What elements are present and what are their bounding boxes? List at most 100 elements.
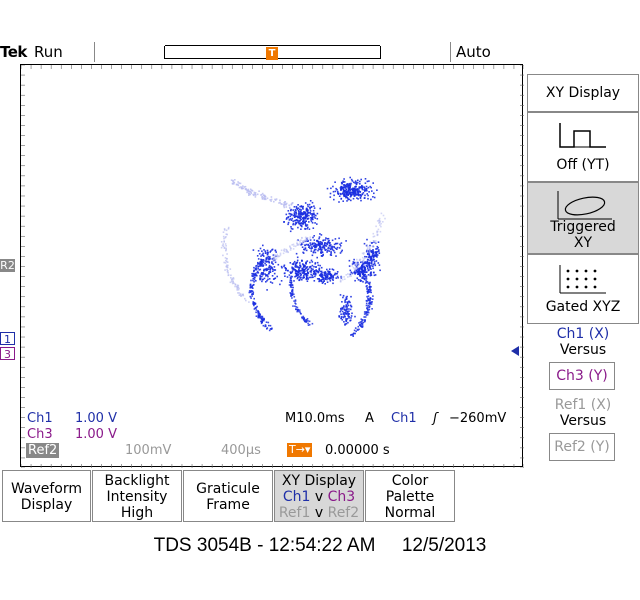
trace-point [339, 245, 342, 247]
trace-point [279, 252, 282, 255]
trace-point [324, 242, 327, 244]
xy-display-button[interactable]: XY Display Ch1 v Ch3 Ref1 v Ref2 [274, 470, 364, 522]
trace-point [335, 255, 337, 257]
trace-point [255, 268, 258, 271]
trace-point [224, 236, 227, 239]
trace-point [336, 271, 339, 273]
trace-point [223, 228, 226, 230]
trace-point [373, 261, 376, 263]
ch1-ground-marker: 1 [0, 332, 15, 346]
trace-point [360, 199, 362, 202]
graticule-display: Ch1 1.00 V Ch3 1.00 V Ref2 100mV 400µs M… [20, 64, 524, 468]
trace-point [302, 264, 305, 266]
trace-point [369, 185, 371, 188]
ch3-y-button[interactable]: Ch3 (Y) [549, 362, 615, 390]
trace-point [265, 264, 267, 266]
trace-point [346, 200, 348, 202]
trace-point [371, 259, 374, 262]
trace-point [329, 273, 332, 275]
waveform-display-button[interactable]: Waveform Display [2, 470, 91, 522]
backlight-label-3: High [120, 505, 154, 521]
trace-point [346, 192, 349, 194]
trace-point [267, 321, 270, 324]
trace-point [255, 309, 258, 311]
graticule-button[interactable]: Graticule Frame [183, 470, 273, 522]
trace-point [296, 261, 299, 264]
trace-point [357, 181, 359, 184]
trace-point [238, 182, 240, 184]
trace-point [376, 233, 379, 236]
trace-point [364, 276, 366, 278]
trace-point [373, 245, 375, 248]
trace-point [349, 269, 352, 272]
trace-point [316, 212, 319, 215]
trace-point [312, 227, 315, 229]
trace-point [298, 276, 300, 278]
trace-point [302, 316, 305, 319]
trace-point [268, 266, 270, 268]
trace-point [327, 247, 329, 250]
trace-point [323, 247, 326, 250]
trace-point [318, 274, 321, 276]
trace-point [307, 209, 309, 211]
ref2-y-button[interactable]: Ref2 (Y) [549, 433, 615, 461]
trace-point [366, 312, 368, 314]
backlight-intensity-button[interactable]: Backlight Intensity High [92, 470, 182, 522]
trace-point [241, 187, 243, 190]
trace-point [300, 228, 302, 230]
trace-point [319, 279, 321, 281]
trace-point [347, 198, 349, 201]
trace-point [345, 195, 348, 198]
trace-point [253, 304, 255, 307]
trace-point [367, 288, 370, 291]
trace-point [348, 317, 350, 319]
trace-point [347, 312, 349, 314]
trace-point [350, 305, 353, 308]
trace-point [291, 202, 294, 204]
trace-point [280, 249, 283, 252]
trace-point [372, 295, 374, 297]
trace-point [299, 277, 302, 279]
trace-point [355, 330, 357, 333]
trace-point [345, 318, 347, 320]
trace-point [316, 270, 318, 273]
trace-point [290, 285, 292, 287]
trace-point [340, 242, 343, 244]
trace-point [371, 190, 373, 192]
trace-point [357, 198, 359, 200]
trace-point [361, 268, 363, 270]
trace-point [366, 280, 369, 283]
trace-point [311, 261, 314, 263]
trace-point [249, 193, 252, 196]
trace-point [269, 271, 272, 273]
trace-point [301, 316, 303, 319]
trace-point [226, 264, 228, 267]
trace-point [315, 214, 317, 217]
trace-point [363, 316, 365, 318]
trace-point [254, 196, 257, 198]
trace-point [342, 294, 345, 297]
trace-point [302, 263, 304, 265]
trace-point [349, 176, 351, 179]
trace-point [367, 282, 370, 284]
trace-point [374, 242, 377, 245]
trace-point [295, 207, 298, 209]
trace-point [267, 275, 269, 278]
trace-point [305, 238, 307, 240]
triggered-xy-button[interactable]: Triggered XY [527, 182, 639, 254]
trace-point [366, 249, 369, 252]
gated-xyz-button[interactable]: Gated XYZ [527, 254, 639, 324]
trace-point [332, 282, 334, 285]
trace-point [272, 278, 275, 280]
trace-point [325, 245, 328, 247]
trace-point [254, 274, 257, 277]
xy-versus-text: v [314, 505, 324, 521]
status-divider [94, 42, 95, 62]
xy-off-button[interactable]: Off (YT) [527, 112, 639, 182]
trace-point [301, 214, 303, 216]
trace-point [323, 245, 325, 248]
color-palette-button[interactable]: Color Palette Normal [365, 470, 455, 522]
trace-point [360, 321, 363, 323]
trace-point [368, 254, 371, 256]
trace-point [302, 220, 304, 222]
